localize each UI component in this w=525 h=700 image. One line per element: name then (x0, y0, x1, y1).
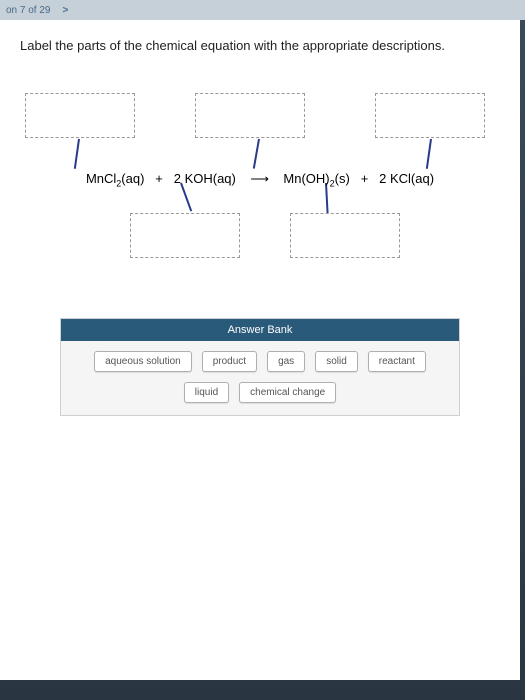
drop-target-top-1[interactable] (25, 93, 135, 138)
answer-bank-row-1: aqueous solution product gas solid react… (61, 351, 459, 372)
chip-liquid[interactable]: liquid (184, 382, 229, 403)
plus-sign: + (155, 171, 163, 186)
chemical-equation: MnCl2(aq) + 2 KOH(aq) ⟶ Mn(OH)2(s) + 2 K… (20, 171, 500, 189)
term-mnoh2: Mn(OH)2(s) (283, 171, 353, 186)
connector-line (426, 139, 432, 169)
chip-gas[interactable]: gas (267, 351, 305, 372)
question-page: Label the parts of the chemical equation… (0, 20, 520, 680)
answer-bank-row-2: liquid chemical change (61, 382, 459, 403)
connector-line (74, 139, 80, 169)
coefficient: 2 (174, 171, 181, 186)
next-arrow[interactable]: > (62, 5, 68, 16)
answer-bank: Answer Bank aqueous solution product gas… (60, 318, 460, 416)
chip-solid[interactable]: solid (315, 351, 358, 372)
formula-state: (s) (335, 171, 350, 186)
coefficient: 2 (379, 171, 386, 186)
chip-product[interactable]: product (202, 351, 257, 372)
answer-bank-header: Answer Bank (61, 319, 459, 341)
chip-reactant[interactable]: reactant (368, 351, 426, 372)
drop-target-top-3[interactable] (375, 93, 485, 138)
term-kcl: KCl(aq) (390, 171, 434, 186)
drop-target-bottom-1[interactable] (130, 213, 240, 258)
question-prompt: Label the parts of the chemical equation… (20, 38, 500, 53)
nav-progress: on 7 of 29 (6, 5, 50, 16)
term-koh: KOH(aq) (185, 171, 236, 186)
drop-target-top-2[interactable] (195, 93, 305, 138)
equation-area: MnCl2(aq) + 2 KOH(aq) ⟶ Mn(OH)2(s) + 2 K… (20, 83, 500, 293)
nav-bar: on 7 of 29 > (0, 0, 525, 20)
formula-state: (aq) (121, 171, 144, 186)
connector-line (253, 139, 260, 169)
term-mncl2: MnCl2(aq) (86, 171, 148, 186)
plus-sign: + (361, 171, 369, 186)
drop-target-bottom-2[interactable] (290, 213, 400, 258)
reaction-arrow: ⟶ (250, 171, 269, 186)
formula-text: MnCl (86, 171, 116, 186)
chip-aqueous-solution[interactable]: aqueous solution (94, 351, 192, 372)
formula-text: Mn(OH) (283, 171, 329, 186)
chip-chemical-change[interactable]: chemical change (239, 382, 336, 403)
